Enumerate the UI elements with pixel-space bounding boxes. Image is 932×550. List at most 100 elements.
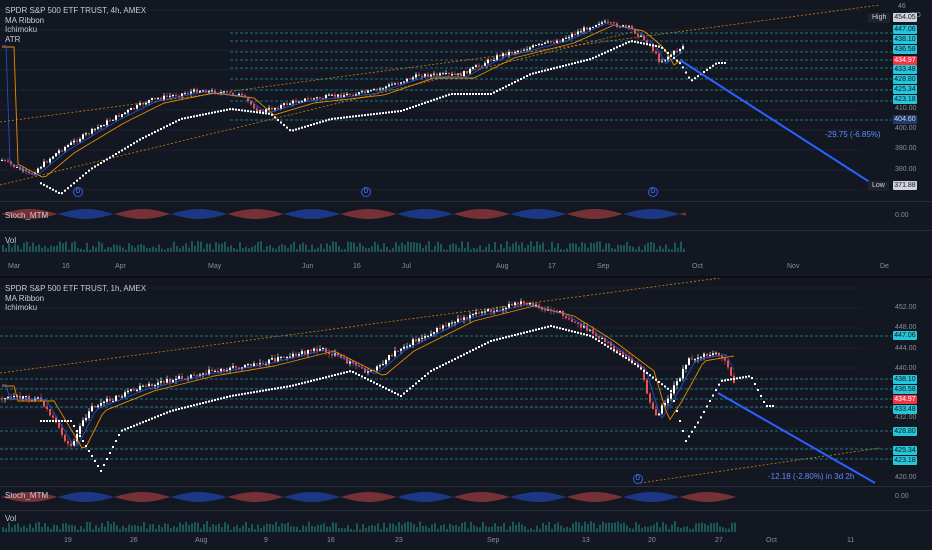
volume-bar bbox=[542, 522, 544, 532]
volume-bar bbox=[65, 523, 67, 532]
stoch-bar bbox=[378, 492, 380, 502]
candle-body bbox=[445, 73, 447, 75]
ichimoku-dot bbox=[664, 385, 666, 388]
candle-body bbox=[388, 354, 390, 360]
bottom-vol-label[interactable]: Vol bbox=[5, 514, 17, 523]
ichimoku-dot bbox=[589, 334, 591, 337]
stoch-bar bbox=[94, 492, 96, 502]
stoch-bar bbox=[500, 494, 502, 500]
ichimoku-dot bbox=[163, 126, 165, 129]
stoch-bar bbox=[12, 493, 14, 501]
stoch-bar bbox=[24, 209, 26, 219]
volume-bar bbox=[299, 529, 301, 532]
volume-bar bbox=[656, 249, 658, 252]
stoch-bar bbox=[276, 495, 278, 499]
top-indicator-ichimoku[interactable]: Ichimoku bbox=[5, 25, 38, 34]
chart-divider[interactable] bbox=[0, 276, 932, 278]
ichimoku-dot bbox=[178, 408, 180, 410]
volume-bar bbox=[329, 526, 331, 532]
volume-bar bbox=[524, 526, 526, 532]
top-chart-title[interactable]: SPDR S&P 500 ETF TRUST, 4h, AMEX bbox=[5, 6, 147, 15]
ichimoku-dot bbox=[169, 410, 171, 413]
top-vol-label[interactable]: Vol bbox=[5, 236, 17, 245]
bottom-pane-separator-2[interactable] bbox=[0, 510, 932, 511]
ichimoku-dot bbox=[565, 328, 567, 331]
moving-average-fast bbox=[2, 304, 735, 447]
stoch-bar bbox=[602, 209, 604, 219]
ichimoku-dot bbox=[187, 116, 189, 119]
bottom-chart-panel[interactable]: SPDR S&P 500 ETF TRUST, 1h, AMEX MA Ribb… bbox=[0, 278, 932, 550]
stoch-bar bbox=[466, 493, 468, 501]
stoch-bar bbox=[200, 209, 202, 219]
stoch-bar bbox=[316, 209, 318, 219]
candle-body bbox=[664, 59, 666, 62]
stoch-bar bbox=[160, 211, 162, 217]
stoch-bar bbox=[540, 492, 542, 502]
stoch-bar bbox=[46, 211, 48, 217]
candle-body bbox=[553, 42, 555, 44]
stoch-bar bbox=[496, 493, 498, 501]
top-indicator-ma-ribbon[interactable]: MA Ribbon bbox=[5, 15, 45, 25]
candle-body bbox=[190, 374, 192, 379]
stoch-bar bbox=[428, 209, 430, 219]
volume-bar bbox=[239, 528, 241, 532]
stoch-bar bbox=[546, 492, 548, 502]
top-chart-panel[interactable]: SPDR S&P 500 ETF TRUST, 4h, AMEX MA Ribb… bbox=[0, 0, 932, 275]
candle-body bbox=[250, 101, 252, 105]
volume-bar bbox=[584, 243, 586, 252]
bottom-dividend-marker[interactable]: D bbox=[633, 474, 643, 484]
stoch-bar bbox=[642, 492, 644, 502]
stoch-bar bbox=[12, 210, 14, 218]
stoch-bar bbox=[70, 210, 72, 218]
stoch-bar bbox=[642, 209, 644, 219]
ichimoku-dot bbox=[241, 109, 243, 112]
bottom-stoch-label[interactable]: Stoch_MTM bbox=[5, 491, 49, 500]
candle-body bbox=[169, 378, 171, 383]
ichimoku-dot bbox=[178, 119, 180, 121]
candle-body bbox=[376, 89, 378, 91]
bottom-chart-title[interactable]: SPDR S&P 500 ETF TRUST, 1h, AMEX bbox=[5, 284, 147, 293]
volume-bar bbox=[461, 522, 463, 532]
top-chart-canvas[interactable] bbox=[0, 0, 932, 275]
bottom-indicator-ma-ribbon[interactable]: MA Ribbon bbox=[5, 293, 45, 303]
bottom-chart-canvas[interactable] bbox=[0, 278, 932, 550]
candle-body bbox=[19, 166, 21, 170]
ichimoku-dot bbox=[718, 62, 720, 64]
bottom-pane-separator-1[interactable] bbox=[0, 486, 932, 487]
stoch-bar bbox=[314, 492, 316, 502]
ichimoku-dot bbox=[55, 420, 57, 422]
volume-bar bbox=[596, 241, 598, 252]
volume-bar bbox=[80, 526, 82, 532]
ichimoku-dot bbox=[628, 40, 630, 43]
top-pane-separator-2[interactable] bbox=[0, 230, 932, 231]
stoch-bar bbox=[386, 494, 388, 500]
volume-bar bbox=[281, 244, 283, 252]
top-dividend-marker-2[interactable]: D bbox=[361, 187, 371, 197]
ichimoku-dot bbox=[364, 377, 366, 379]
ichimoku-dot bbox=[346, 371, 348, 373]
stoch-bar bbox=[510, 213, 512, 215]
stoch-bar bbox=[186, 493, 188, 501]
stoch-bar bbox=[354, 493, 356, 501]
top-dividend-marker-3[interactable]: D bbox=[648, 187, 658, 197]
candle-body bbox=[490, 309, 492, 312]
volume-bar bbox=[101, 522, 103, 532]
ichimoku-dot bbox=[130, 426, 132, 428]
volume-bar bbox=[122, 247, 124, 252]
candle-body bbox=[397, 83, 399, 85]
bottom-indicator-ichimoku[interactable]: Ichimoku bbox=[5, 303, 38, 312]
volume-bar bbox=[563, 527, 565, 532]
candle-body bbox=[310, 349, 312, 351]
stoch-bar bbox=[366, 492, 368, 502]
top-stoch-label[interactable]: Stoch_MTM bbox=[5, 211, 49, 220]
stoch-bar bbox=[146, 492, 148, 502]
ichimoku-dot bbox=[403, 392, 405, 395]
top-indicator-atr[interactable]: ATR bbox=[5, 34, 21, 44]
volume-bar bbox=[587, 247, 589, 252]
top-pane-separator-1[interactable] bbox=[0, 201, 932, 202]
volume-bar bbox=[29, 523, 31, 532]
ichimoku-dot bbox=[232, 108, 234, 111]
top-dividend-marker-1[interactable]: D bbox=[73, 187, 83, 197]
volume-bar bbox=[401, 242, 403, 252]
candle-body bbox=[685, 364, 687, 369]
